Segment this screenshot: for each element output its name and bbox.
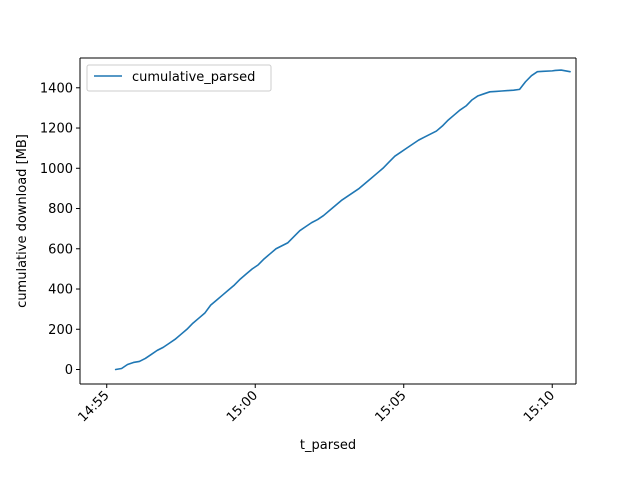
chart-marks — [114, 69, 571, 371]
x-axis-label: t_parsed — [300, 438, 356, 453]
legend-box — [86, 64, 272, 92]
y-axis-label: cumulative download [MB] — [15, 134, 30, 308]
y-tick-label: 400 — [48, 283, 73, 298]
y-tick-label: 800 — [48, 202, 73, 217]
y-tick-label: 0 — [65, 363, 73, 378]
y-tick-label: 1200 — [40, 122, 73, 137]
y-tick-label: 200 — [48, 323, 73, 338]
legend-label-cumulative-parsed: cumulative_parsed — [132, 70, 255, 85]
y-tick-label: 1000 — [40, 162, 73, 177]
y-tick-label: 600 — [48, 242, 73, 257]
plot-area — [80, 58, 576, 384]
y-axis-ticks: 0 200 400 600 800 1000 1200 1400 — [40, 81, 80, 378]
y-tick-label: 1400 — [40, 81, 73, 96]
series-line-cumulative-parsed — [114, 69, 571, 371]
legend: cumulative_parsed — [86, 64, 272, 92]
